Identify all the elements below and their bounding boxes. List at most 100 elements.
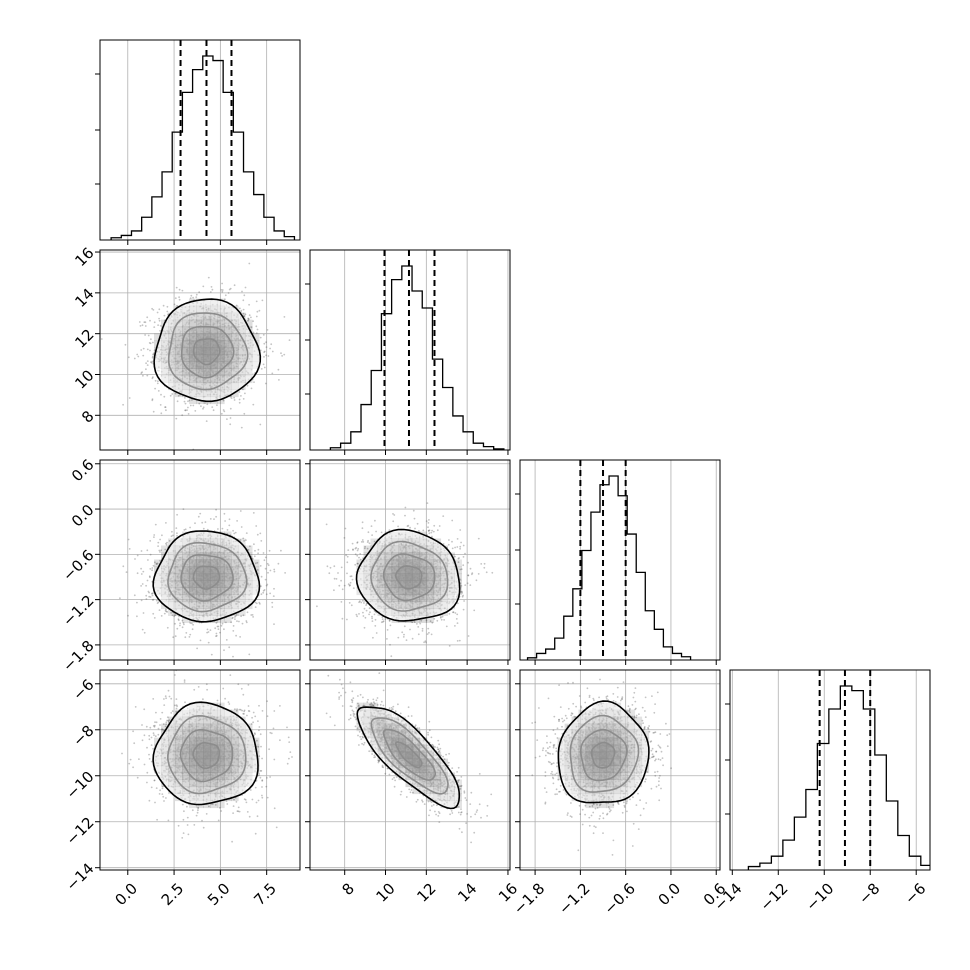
scatter-point — [140, 550, 143, 552]
scatter-point — [166, 541, 168, 544]
scatter-point — [273, 570, 276, 573]
scatter-point — [179, 622, 182, 625]
scatter-point — [245, 532, 248, 534]
scatter-point — [255, 332, 258, 335]
scatter-point — [166, 611, 169, 613]
scatter-point — [232, 630, 235, 632]
scatter-point — [348, 584, 351, 587]
scatter-point — [245, 539, 247, 541]
scatter-point — [215, 622, 218, 624]
scatter-point — [136, 615, 138, 618]
scatter-point — [195, 296, 198, 298]
scatter-point — [141, 628, 144, 631]
scatter-point — [165, 409, 167, 412]
scatter-point — [171, 530, 173, 533]
scatter-point — [150, 361, 152, 363]
scatter-point — [251, 558, 254, 560]
scatter-point — [170, 535, 173, 538]
scatter-point — [154, 523, 157, 526]
scatter-point — [168, 540, 171, 542]
scatter-point — [229, 287, 232, 290]
scatter-point — [244, 286, 247, 289]
scatter-point — [159, 559, 162, 562]
scatter-point — [152, 376, 154, 378]
scatter-point — [171, 393, 174, 395]
scatter-point — [247, 317, 250, 320]
scatter-point — [147, 559, 149, 561]
scatter-point — [158, 308, 161, 311]
scatter-point — [273, 623, 275, 625]
scatter-point — [172, 534, 174, 537]
scatter-point — [243, 315, 246, 318]
axes-frame — [99, 39, 301, 241]
scatter-point — [280, 549, 282, 552]
scatter-point — [404, 514, 406, 517]
scatter-point — [288, 339, 291, 341]
scatter-point — [215, 508, 218, 511]
scatter-point — [195, 293, 198, 296]
scatter-point — [250, 614, 253, 616]
scatter-point — [457, 561, 460, 564]
scatter-point — [233, 532, 236, 535]
scatter-point — [152, 341, 154, 344]
scatter-point — [242, 299, 245, 302]
scatter-point — [239, 539, 242, 541]
scatter-point — [428, 519, 430, 521]
scatter-point — [148, 591, 151, 594]
scatter-point — [256, 533, 259, 536]
scatter-point — [184, 402, 187, 405]
histogram-step — [329, 265, 505, 450]
scatter-point — [192, 296, 195, 299]
scatter-point — [149, 342, 152, 345]
scatter-point — [242, 537, 245, 540]
scatter-point — [182, 508, 185, 510]
scatter-point — [151, 307, 154, 310]
scatter-point — [128, 397, 131, 399]
scatter-point — [333, 565, 336, 568]
scatter-point — [160, 615, 163, 617]
scatter-point — [263, 342, 266, 345]
scatter-point — [229, 423, 232, 426]
scatter-point — [148, 595, 151, 598]
scatter-point — [142, 354, 145, 357]
scatter-point — [245, 620, 248, 622]
scatter-point — [281, 355, 283, 357]
scatter-point — [142, 612, 145, 614]
scatter-point — [166, 626, 169, 629]
scatter-point — [146, 316, 149, 319]
scatter-point — [246, 611, 249, 614]
scatter-point — [255, 300, 258, 303]
scatter-point — [268, 549, 271, 552]
scatter-point — [259, 423, 262, 426]
scatter-point — [240, 395, 242, 397]
scatter-point — [225, 639, 228, 641]
scatter-point — [177, 619, 180, 622]
scatter-point — [343, 537, 346, 539]
scatter-point — [242, 308, 245, 311]
scatter-point — [255, 325, 258, 328]
scatter-point — [154, 379, 157, 382]
scatter-point — [159, 404, 162, 406]
scatter-point — [431, 529, 433, 532]
scatter-point — [277, 368, 280, 371]
scatter-point — [164, 406, 167, 408]
hist-panel-2 — [515, 459, 721, 665]
scatter-point — [187, 413, 190, 415]
scatter-point — [359, 553, 362, 555]
scatter-point — [242, 398, 245, 400]
scatter-point — [159, 551, 161, 553]
scatter-point — [240, 615, 243, 618]
scatter-point — [176, 534, 178, 537]
scatter-point — [254, 562, 257, 565]
scatter-point — [259, 565, 262, 567]
scatter-point — [238, 391, 241, 393]
scatter-point — [235, 634, 238, 637]
scatter-point — [159, 538, 162, 541]
scatter-point — [222, 399, 225, 402]
scatter-point — [245, 621, 248, 624]
density-cell — [238, 608, 246, 616]
scatter-point — [157, 324, 160, 326]
scatter-point — [371, 615, 373, 618]
scatter-point — [354, 553, 357, 556]
scatter-point — [124, 343, 127, 346]
